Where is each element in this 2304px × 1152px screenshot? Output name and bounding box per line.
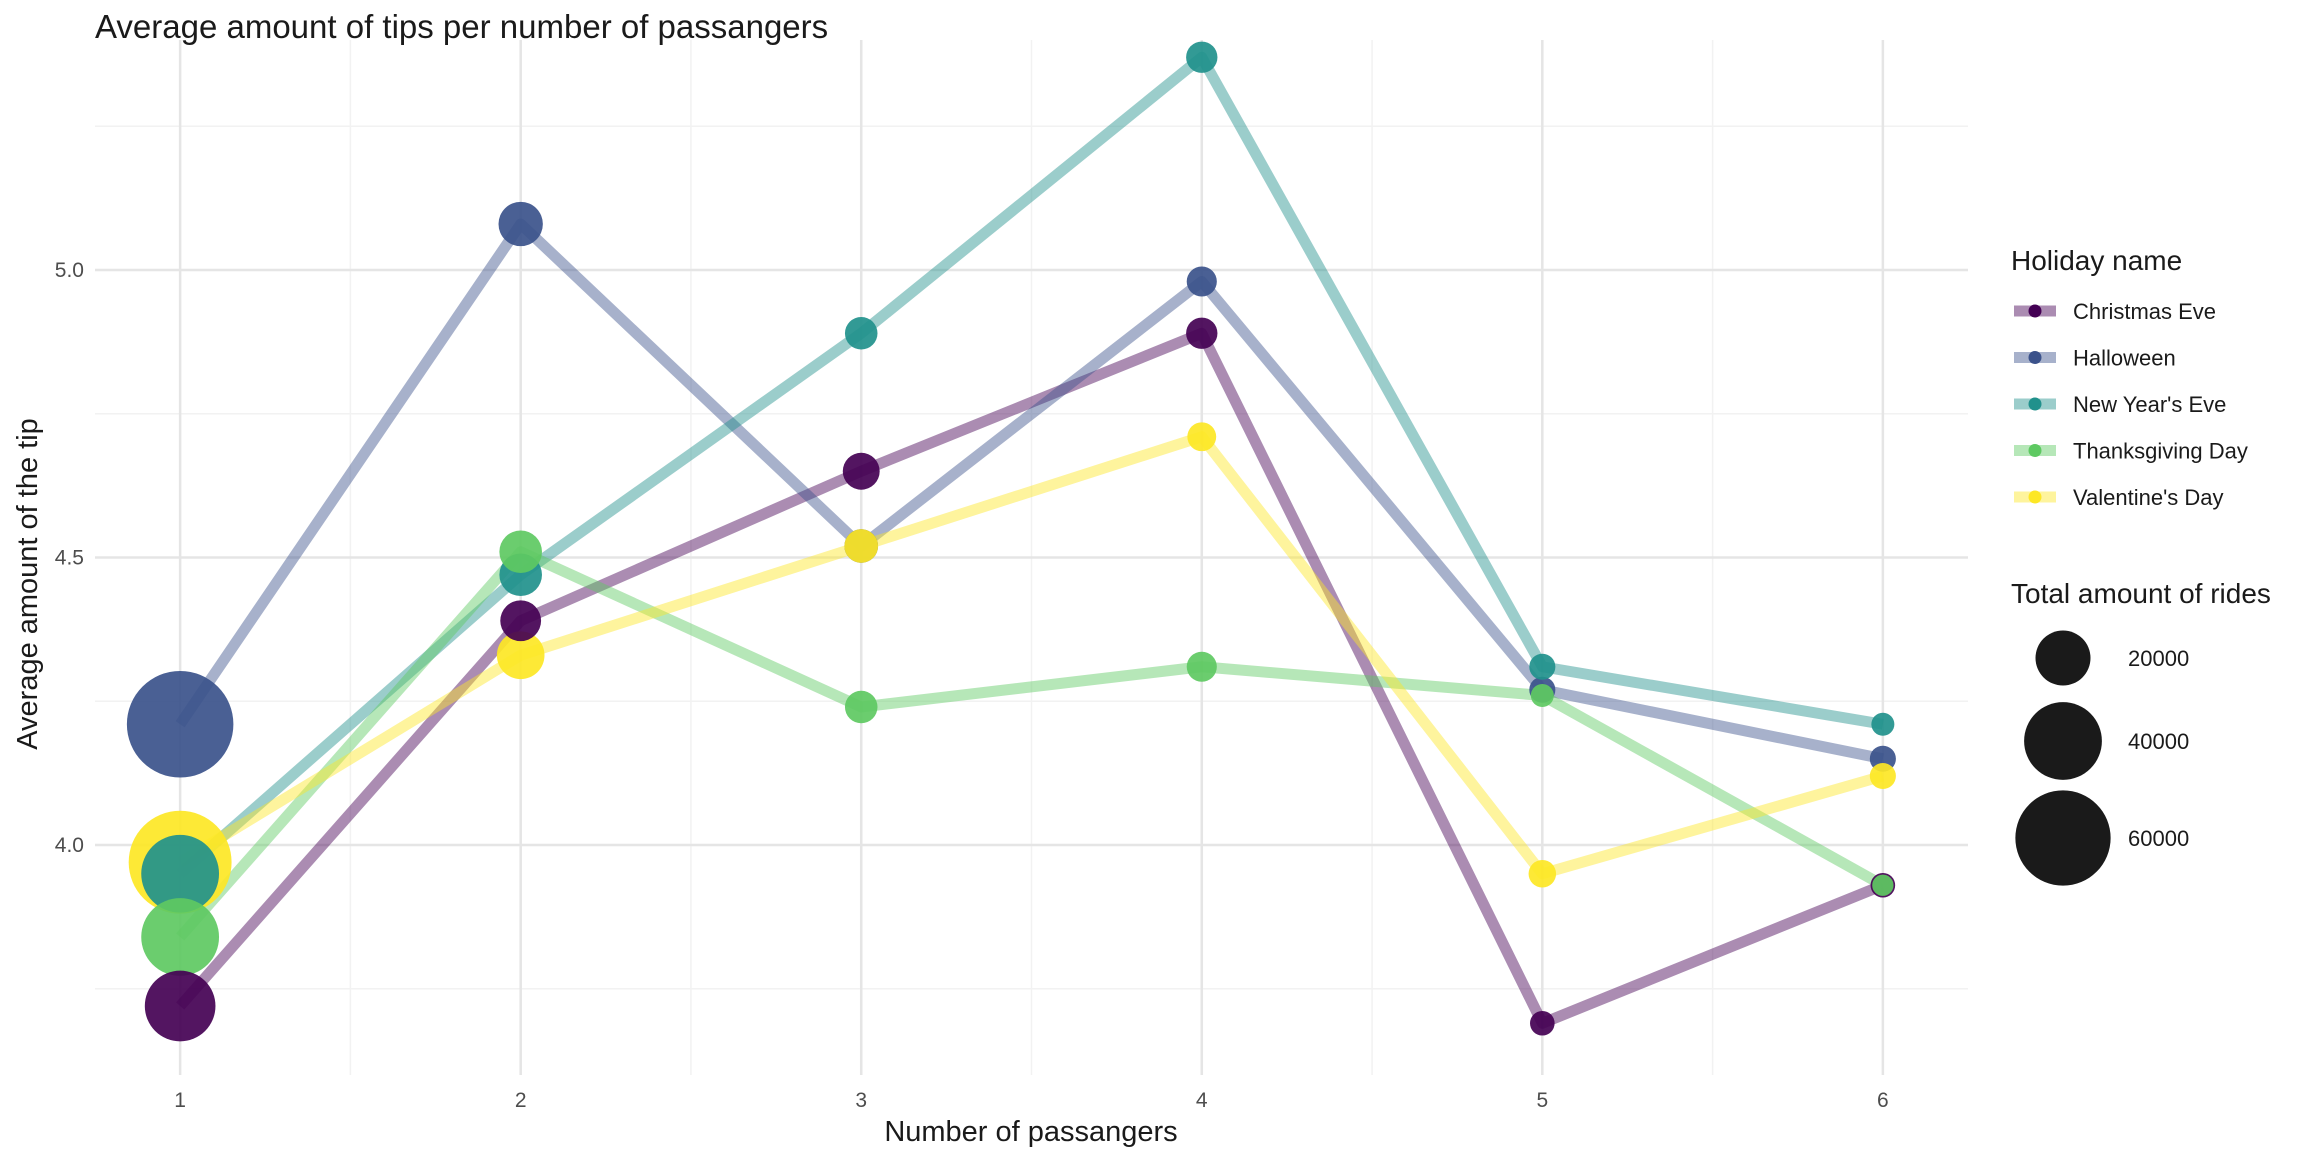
legend-point-swatch — [2028, 490, 2042, 504]
size-legend-circle — [2015, 790, 2111, 886]
data-point — [1186, 317, 1218, 349]
series-line — [176, 327, 1885, 1029]
legend-label: New Year's Eve — [2073, 392, 2226, 417]
data-point — [1186, 266, 1217, 297]
size-legend-circle — [2024, 702, 2102, 780]
series-line — [175, 218, 1884, 765]
data-point — [498, 201, 543, 247]
legend-point-swatch — [2028, 304, 2042, 318]
x-tick-label: 5 — [1536, 1089, 1548, 1112]
series-line — [177, 431, 1885, 880]
legend-label: Christmas Eve — [2073, 299, 2216, 324]
y-axis-ticks: 4.0 4.5 5.0 — [55, 259, 84, 857]
data-point — [496, 631, 545, 680]
legend-label: Thanksgiving Day — [2073, 439, 2248, 464]
data-point — [844, 690, 878, 724]
legend-label: Valentine's Day — [2073, 485, 2224, 510]
data-point — [1529, 653, 1556, 680]
size-legend-label: 20000 — [2128, 646, 2189, 671]
data-point — [144, 970, 216, 1042]
data-point — [842, 452, 880, 490]
data-point — [499, 530, 542, 574]
series-line — [176, 546, 1886, 941]
x-tick-label: 4 — [1196, 1089, 1208, 1112]
data-point — [844, 529, 879, 563]
y-tick-label: 5.0 — [55, 259, 84, 282]
y-axis-title: Average amount of the tip — [12, 418, 44, 750]
size-legend-circle — [2035, 630, 2091, 686]
data-point — [141, 834, 220, 913]
size-legend-title: Total amount of rides — [2011, 578, 2271, 609]
size-legend-items: 20000 40000 60000 — [2015, 630, 2189, 886]
series-line — [176, 51, 1884, 878]
legend: Holiday name Christmas Eve Halloween New Y… — [2011, 245, 2271, 886]
data-point — [1869, 762, 1896, 790]
x-tick-label: 3 — [855, 1089, 867, 1112]
size-legend-label: 40000 — [2128, 729, 2189, 754]
y-tick-label: 4.5 — [55, 547, 84, 570]
data-point — [500, 600, 542, 642]
data-point — [1186, 651, 1217, 682]
x-tick-label: 1 — [174, 1089, 186, 1112]
x-axis-ticks: 1 2 3 4 5 6 — [174, 1089, 1888, 1112]
data-point — [141, 898, 220, 976]
data-point — [1528, 860, 1557, 888]
data-point — [126, 670, 234, 778]
chart-title: Average amount of tips per number of pas… — [95, 8, 828, 45]
data-point — [1187, 422, 1217, 452]
series-points — [126, 41, 1896, 1042]
color-legend-title: Holiday name — [2011, 245, 2182, 276]
data-point — [1530, 683, 1554, 708]
data-point — [1871, 712, 1895, 736]
x-axis-title: Number of passangers — [884, 1116, 1177, 1148]
legend-label: Halloween — [2073, 346, 2176, 371]
size-legend-label: 60000 — [2128, 826, 2189, 851]
data-point — [844, 316, 878, 350]
legend-point-swatch — [2028, 444, 2042, 457]
data-point — [1872, 874, 1894, 896]
legend-point-swatch — [2028, 351, 2042, 364]
x-tick-label: 2 — [515, 1089, 527, 1112]
x-tick-label: 6 — [1877, 1089, 1889, 1112]
y-tick-label: 4.0 — [55, 834, 84, 857]
legend-point-swatch — [2028, 397, 2042, 411]
data-point — [1186, 41, 1218, 73]
series-lines — [175, 51, 1886, 1029]
color-legend-items: Christmas Eve Halloween New Year's Eve Than… — [2014, 299, 2248, 510]
data-point — [1530, 1010, 1555, 1036]
